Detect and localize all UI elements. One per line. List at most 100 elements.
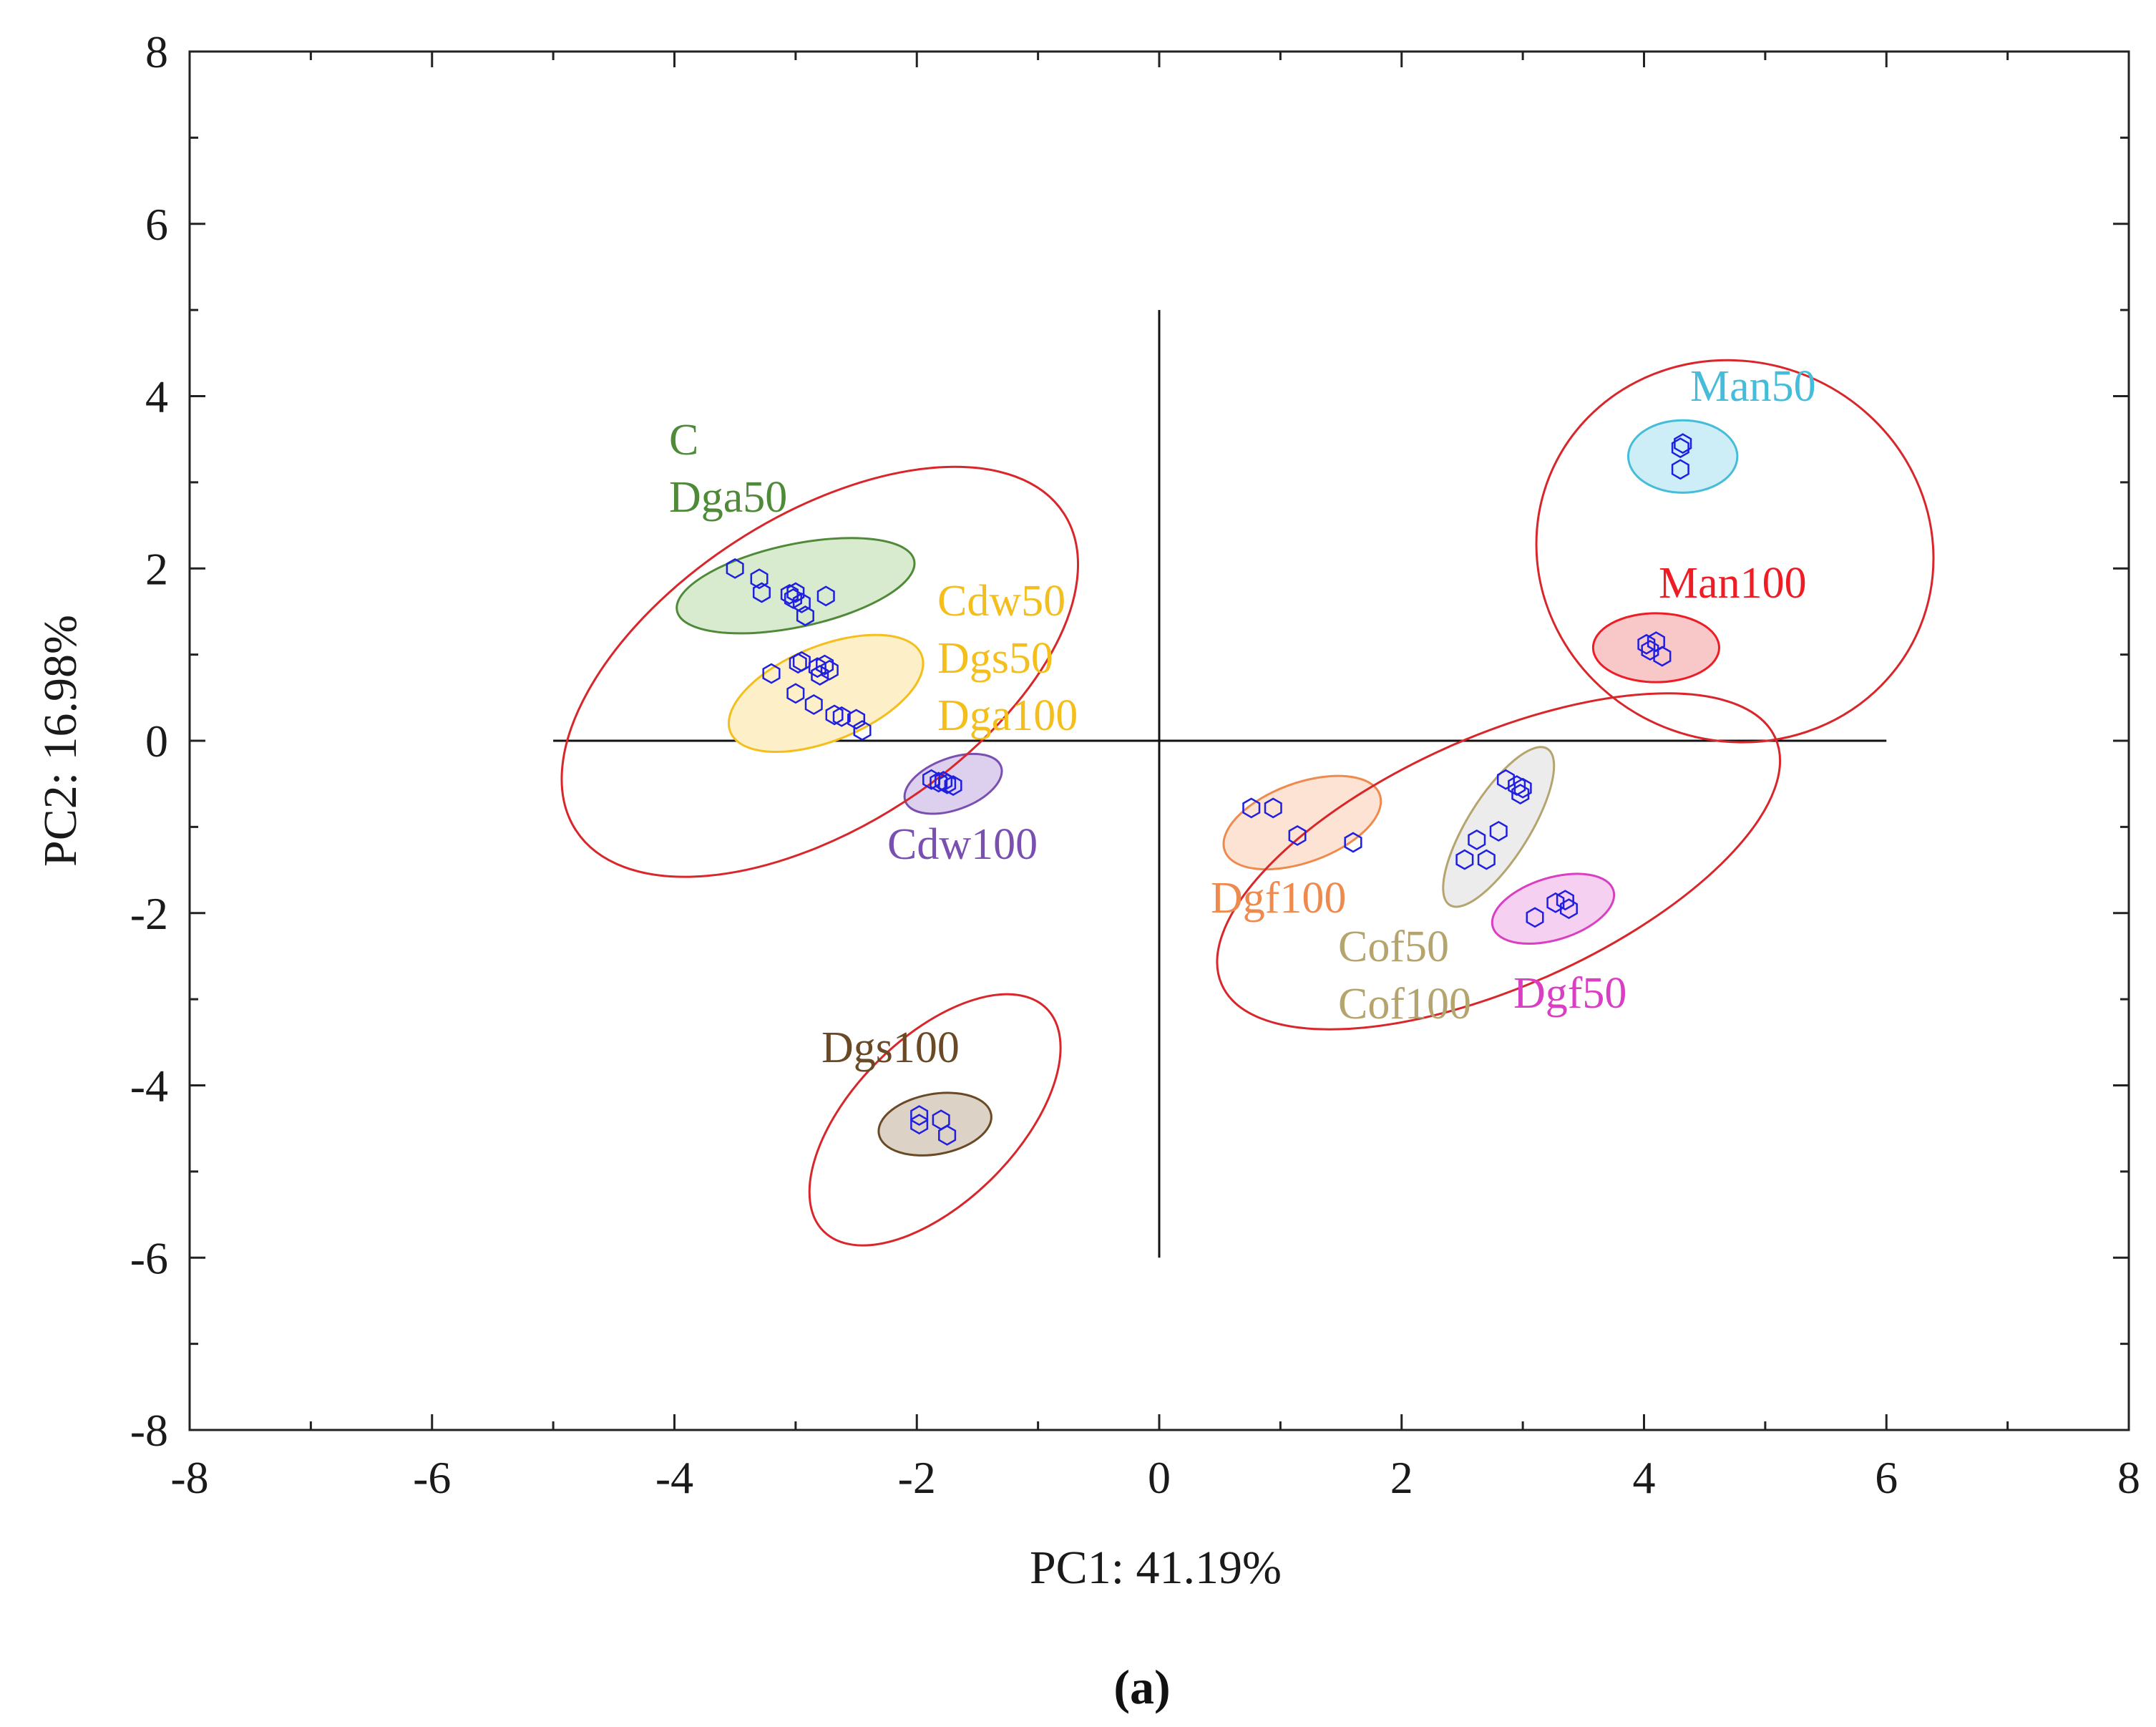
data-point-dga50 <box>816 585 835 607</box>
data-point-man50 <box>1674 433 1692 454</box>
group-ellipse-cof100 <box>1442 746 1556 908</box>
group-label-dga50: Dga50 <box>669 473 787 522</box>
data-point-man100 <box>1653 646 1672 667</box>
data-point-dgf50 <box>1559 898 1578 920</box>
data-point-cof100 <box>1455 849 1474 870</box>
group-ellipse-dgf50 <box>1491 872 1616 945</box>
data-point-cdw100 <box>938 773 957 794</box>
data-point-man50 <box>1671 459 1689 480</box>
data-point-cof100 <box>1468 829 1486 850</box>
cluster-ellipse-right-upper <box>1535 359 1935 744</box>
group-label-cof50: Cof50 <box>1338 923 1449 971</box>
x-tick-label: 8 <box>2117 1452 2140 1503</box>
group-labels: C Dga50 Cdw50 Dgs50 Dga100 Cdw100 Dgs100 Dgf100… <box>669 362 1816 1072</box>
data-point-dga100 <box>847 709 866 730</box>
cluster-ellipse-left-lower <box>808 993 1062 1247</box>
y-tick-label: 6 <box>145 199 168 250</box>
data-point-dga100 <box>825 704 844 726</box>
group-label-dgf50: Dgf50 <box>1513 969 1626 1018</box>
group-label-c: C <box>669 416 698 464</box>
data-point-dga100 <box>789 653 807 674</box>
group-ellipse-dgs100 <box>877 1091 992 1157</box>
data-point-dga50 <box>780 583 799 605</box>
x-axis-label: PC1: 41.19% <box>1030 1542 1282 1594</box>
x-tick-label: -4 <box>655 1452 693 1503</box>
data-point-dga50 <box>726 558 744 579</box>
data-point-cof100 <box>1513 777 1532 799</box>
x-tick-label: -2 <box>898 1452 936 1503</box>
group-ellipses <box>675 419 1739 1157</box>
group-ellipse-dga100 <box>727 633 925 754</box>
group-ellipse-man100 <box>1591 612 1721 683</box>
x-tick-label: 2 <box>1390 1452 1413 1503</box>
y-tick-label: -8 <box>130 1405 168 1456</box>
data-point-dga50 <box>750 568 769 590</box>
data-point-cdw100 <box>930 772 948 793</box>
data-point-dga100 <box>786 683 805 704</box>
data-point-dgf100 <box>1242 797 1261 819</box>
data-point-dgs100 <box>910 1114 929 1135</box>
y-tick-label: -2 <box>130 888 168 939</box>
data-point-cof100 <box>1489 820 1508 842</box>
axis-ticks <box>188 50 2130 1431</box>
cluster-ellipse-left-upper <box>560 465 1080 878</box>
group-label-man100: Man100 <box>1659 559 1807 608</box>
data-point-dga100 <box>853 720 872 741</box>
data-point-man100 <box>1637 633 1656 655</box>
data-point-dga100 <box>762 663 781 684</box>
data-point-dgf100 <box>1288 824 1307 846</box>
data-point-dga100 <box>816 654 834 676</box>
data-point-dgf50 <box>1556 890 1574 911</box>
x-tick-label: -8 <box>170 1452 208 1503</box>
data-points <box>726 433 1692 1146</box>
data-point-cof100 <box>1496 769 1515 790</box>
data-point-dga100 <box>832 706 851 727</box>
data-point-dga50 <box>786 582 805 603</box>
x-tick-label: 0 <box>1148 1452 1171 1503</box>
data-point-cof100 <box>1477 849 1496 870</box>
data-point-dgf100 <box>1264 797 1282 819</box>
group-ellipse-dgf100 <box>1222 774 1382 871</box>
group-label-dgf100: Dgf100 <box>1211 874 1346 923</box>
x-tick-label: 6 <box>1875 1452 1898 1503</box>
cluster-ellipses <box>560 359 1935 1247</box>
data-point-dga100 <box>792 651 811 672</box>
x-tick-label: 4 <box>1633 1452 1656 1503</box>
y-tick-label: 4 <box>145 371 168 422</box>
data-point-dgf100 <box>1344 832 1362 853</box>
data-point-dga100 <box>820 659 839 681</box>
group-ellipse-dga50 <box>675 537 916 635</box>
y-tick-label: 2 <box>145 543 168 594</box>
figure-caption: (a) <box>1113 1660 1170 1714</box>
group-label-dgs50: Dgs50 <box>937 634 1053 683</box>
group-label-cof100: Cof100 <box>1338 980 1471 1028</box>
y-axis-label: PC2: 16.98% <box>34 615 87 867</box>
data-point-man50 <box>1671 437 1689 459</box>
data-point-cof100 <box>1511 784 1530 805</box>
data-point-dga100 <box>811 665 829 686</box>
data-point-dga50 <box>752 582 771 603</box>
group-label-cdw100: Cdw100 <box>887 820 1038 869</box>
group-label-dga100: Dga100 <box>937 691 1078 740</box>
data-point-man100 <box>1641 640 1659 661</box>
data-point-dga50 <box>792 592 811 613</box>
group-label-man50: Man50 <box>1690 362 1816 411</box>
y-tick-label: 0 <box>145 716 168 767</box>
data-point-dgs100 <box>910 1105 929 1127</box>
group-label-dgs100: Dgs100 <box>821 1023 960 1072</box>
data-point-dga50 <box>796 605 814 626</box>
group-label-cdw50: Cdw50 <box>937 577 1065 626</box>
y-tick-label: 8 <box>145 26 168 77</box>
data-point-dgf50 <box>1526 907 1544 928</box>
data-point-dgs100 <box>938 1124 957 1146</box>
data-point-cdw100 <box>944 775 962 797</box>
x-tick-label: -6 <box>413 1452 451 1503</box>
y-tick-label: -6 <box>130 1232 168 1283</box>
cluster-ellipse-right-lower <box>1216 692 1782 1031</box>
data-point-dgf50 <box>1546 892 1565 913</box>
data-point-dga100 <box>804 694 823 715</box>
axis-tick-labels: -8 -6 -4 -2 0 2 4 6 8 -8 -6 -4 -2 0 2 4 6 8 <box>130 26 2140 1503</box>
y-tick-label: -4 <box>130 1061 168 1111</box>
